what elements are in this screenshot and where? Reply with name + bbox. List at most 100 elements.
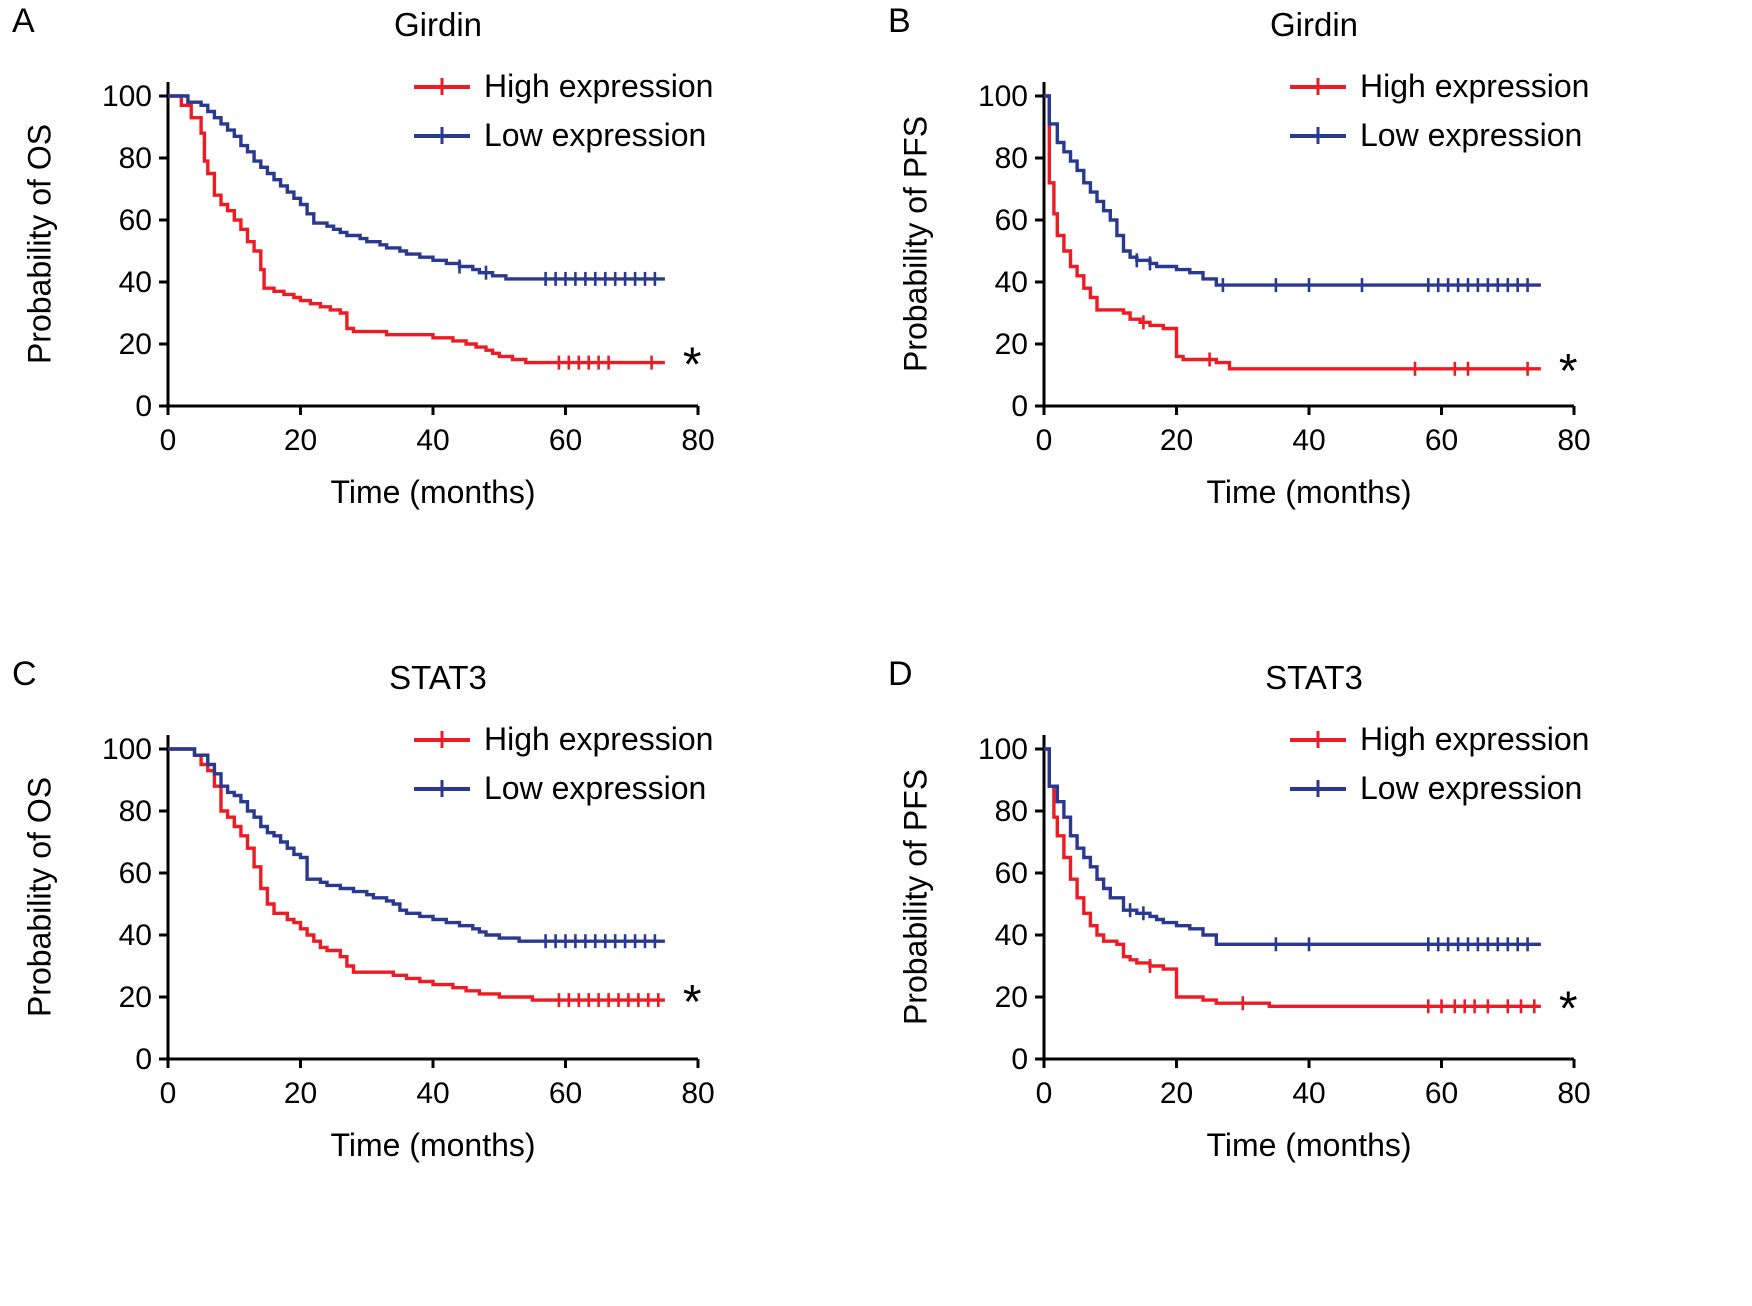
svg-text:60: 60 bbox=[119, 857, 152, 890]
svg-text:40: 40 bbox=[995, 266, 1028, 299]
svg-text:20: 20 bbox=[995, 981, 1028, 1014]
svg-text:20: 20 bbox=[284, 424, 317, 457]
svg-text:100: 100 bbox=[102, 733, 152, 766]
svg-text:100: 100 bbox=[978, 733, 1028, 766]
svg-text:20: 20 bbox=[119, 981, 152, 1014]
svg-text:80: 80 bbox=[995, 142, 1028, 175]
x-axis-label: Time (months) bbox=[1206, 1127, 1412, 1163]
x-axis-label: Time (months) bbox=[330, 1127, 536, 1163]
x-axis-label: Time (months) bbox=[330, 474, 536, 510]
svg-text:60: 60 bbox=[1425, 1077, 1458, 1110]
svg-text:80: 80 bbox=[681, 1077, 714, 1110]
panel-d-stat3-pfs: D STAT3 Probability of PFS 0 20 40 60 80 100 0… bbox=[876, 653, 1752, 1306]
svg-text:80: 80 bbox=[1557, 424, 1590, 457]
panel-title: Girdin bbox=[393, 6, 483, 43]
svg-text:20: 20 bbox=[995, 328, 1028, 361]
legend: High expression Low expression bbox=[1290, 721, 1589, 807]
panel-title: STAT3 bbox=[389, 659, 487, 696]
panel-letter: C bbox=[12, 655, 37, 693]
legend-label: Low expression bbox=[484, 770, 707, 806]
svg-text:20: 20 bbox=[1160, 1077, 1193, 1110]
panel-letter: A bbox=[12, 2, 35, 40]
svg-text:*: * bbox=[1559, 982, 1578, 1035]
legend-item-low-expression: Low expression bbox=[1290, 117, 1589, 154]
svg-text:40: 40 bbox=[995, 919, 1028, 952]
y-axis-label: Probability of OS bbox=[21, 776, 58, 1018]
high-expression-line-icon bbox=[1290, 737, 1346, 742]
panel-a-girdin-os: A Girdin Probability of OS 0 20 40 60 80 100 0… bbox=[0, 0, 876, 653]
panel-title: Girdin bbox=[1269, 6, 1359, 43]
panel-title: STAT3 bbox=[1265, 659, 1363, 696]
svg-text:0: 0 bbox=[1011, 1043, 1028, 1076]
legend-item-high-expression: High expression bbox=[1290, 68, 1589, 105]
high-expression-line-icon bbox=[414, 737, 470, 742]
high-expression-line-icon bbox=[414, 84, 470, 89]
legend-label: High expression bbox=[1360, 68, 1590, 104]
y-axis-label: Probability of PFS bbox=[897, 115, 934, 373]
svg-text:60: 60 bbox=[995, 857, 1028, 890]
svg-text:*: * bbox=[683, 976, 702, 1029]
svg-text:0: 0 bbox=[160, 1077, 177, 1110]
legend-label: High expression bbox=[484, 68, 714, 104]
high-expression-line-icon bbox=[1290, 84, 1346, 89]
svg-text:80: 80 bbox=[119, 795, 152, 828]
svg-text:60: 60 bbox=[995, 204, 1028, 237]
svg-text:40: 40 bbox=[1292, 424, 1325, 457]
legend-label: Low expression bbox=[484, 117, 707, 153]
legend-label: Low expression bbox=[1360, 117, 1583, 153]
panel-b-girdin-pfs: B Girdin Probability of PFS 0 20 40 60 80 100… bbox=[876, 0, 1752, 653]
svg-text:60: 60 bbox=[549, 1077, 582, 1110]
svg-text:*: * bbox=[683, 339, 702, 392]
legend-label: High expression bbox=[484, 721, 714, 757]
legend-label: Low expression bbox=[1360, 770, 1583, 806]
svg-text:0: 0 bbox=[1011, 390, 1028, 423]
low-expression-line-icon bbox=[414, 133, 470, 138]
svg-text:0: 0 bbox=[135, 390, 152, 423]
svg-text:0: 0 bbox=[1036, 424, 1053, 457]
panel-c-stat3-os: C STAT3 Probability of OS 0 20 40 60 80 100 0 2… bbox=[0, 653, 876, 1306]
low-expression-line-icon bbox=[1290, 133, 1346, 138]
svg-text:20: 20 bbox=[284, 1077, 317, 1110]
x-axis-label: Time (months) bbox=[1206, 474, 1412, 510]
svg-text:40: 40 bbox=[416, 424, 449, 457]
svg-text:40: 40 bbox=[119, 266, 152, 299]
panel-letter: B bbox=[888, 2, 911, 40]
legend-item-high-expression: High expression bbox=[1290, 721, 1589, 758]
svg-text:40: 40 bbox=[416, 1077, 449, 1110]
low-expression-line-icon bbox=[1290, 786, 1346, 791]
legend-item-low-expression: Low expression bbox=[1290, 770, 1589, 807]
km-plot: 0 20 40 60 80 100 0 20 40 60 80 * bbox=[102, 733, 715, 1110]
y-axis-label: Probability of PFS bbox=[897, 768, 934, 1026]
legend: High expression Low expression bbox=[414, 721, 713, 807]
svg-text:0: 0 bbox=[160, 424, 177, 457]
legend-item-low-expression: Low expression bbox=[414, 770, 713, 807]
svg-text:60: 60 bbox=[549, 424, 582, 457]
legend-item-high-expression: High expression bbox=[414, 68, 713, 105]
legend-item-high-expression: High expression bbox=[414, 721, 713, 758]
svg-text:0: 0 bbox=[1036, 1077, 1053, 1110]
y-axis-label: Probability of OS bbox=[21, 123, 58, 365]
legend: High expression Low expression bbox=[414, 68, 713, 154]
km-plot: 0 20 40 60 80 100 0 20 40 60 80 * bbox=[102, 80, 715, 457]
legend-item-low-expression: Low expression bbox=[414, 117, 713, 154]
svg-text:20: 20 bbox=[1160, 424, 1193, 457]
svg-text:80: 80 bbox=[1557, 1077, 1590, 1110]
legend: High expression Low expression bbox=[1290, 68, 1589, 154]
km-plot: 0 20 40 60 80 100 0 20 40 60 80 * bbox=[978, 733, 1591, 1110]
legend-label: High expression bbox=[1360, 721, 1590, 757]
svg-text:60: 60 bbox=[119, 204, 152, 237]
svg-text:80: 80 bbox=[995, 795, 1028, 828]
low-expression-line-icon bbox=[414, 786, 470, 791]
svg-text:20: 20 bbox=[119, 328, 152, 361]
svg-text:40: 40 bbox=[1292, 1077, 1325, 1110]
svg-text:0: 0 bbox=[135, 1043, 152, 1076]
svg-text:100: 100 bbox=[978, 80, 1028, 113]
svg-text:60: 60 bbox=[1425, 424, 1458, 457]
panel-letter: D bbox=[888, 655, 913, 693]
svg-text:100: 100 bbox=[102, 80, 152, 113]
svg-text:80: 80 bbox=[119, 142, 152, 175]
svg-text:*: * bbox=[1559, 345, 1578, 398]
svg-text:80: 80 bbox=[681, 424, 714, 457]
km-plot: 0 20 40 60 80 100 0 20 40 60 80 * bbox=[978, 80, 1591, 457]
